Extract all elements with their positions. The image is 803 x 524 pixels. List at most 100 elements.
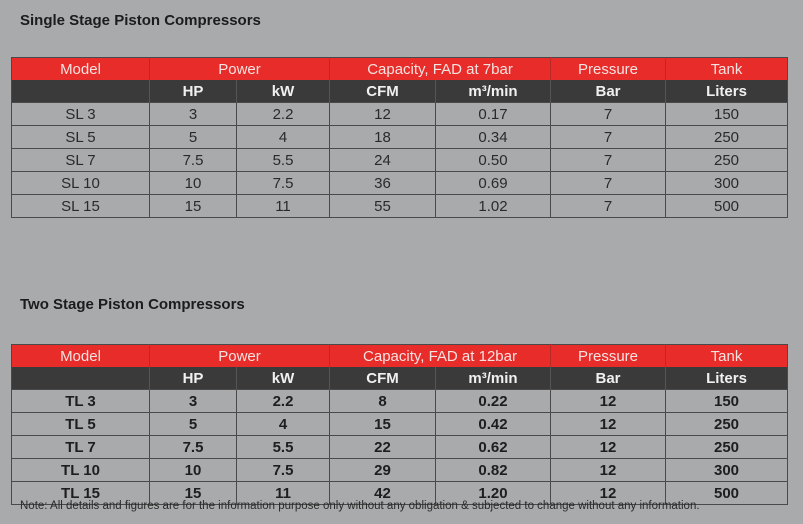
- cell-model: TL 15: [11, 481, 150, 505]
- subheader-liters: Liters: [665, 80, 788, 103]
- cell-m3min: 0.69: [435, 171, 551, 195]
- header-pressure: Pressure: [550, 344, 666, 367]
- table-row: TL 3 3 2.2 8 0.22 12 150: [11, 389, 788, 413]
- cell-model: SL 15: [11, 194, 150, 218]
- table-row: SL 5 5 4 18 0.34 7 250: [11, 125, 788, 149]
- cell-bar: 7: [550, 102, 666, 126]
- cell-liters: 150: [665, 102, 788, 126]
- cell-hp: 7.5: [149, 435, 237, 459]
- cell-model: SL 10: [11, 171, 150, 195]
- header-power: Power: [149, 344, 330, 367]
- cell-m3min: 1.02: [435, 194, 551, 218]
- cell-cfm: 55: [329, 194, 436, 218]
- table-row: TL 10 10 7.5 29 0.82 12 300: [11, 458, 788, 482]
- cell-model: TL 10: [11, 458, 150, 482]
- header-row-sub: HP kW CFM m³/min Bar Liters: [11, 367, 788, 390]
- header-tank: Tank: [665, 344, 788, 367]
- cell-model: TL 5: [11, 412, 150, 436]
- cell-cfm: 24: [329, 148, 436, 172]
- cell-m3min: 0.62: [435, 435, 551, 459]
- subheader-model: [11, 80, 150, 103]
- cell-kw: 7.5: [236, 171, 330, 195]
- subheader-bar: Bar: [550, 367, 666, 390]
- subheader-cfm: CFM: [329, 80, 436, 103]
- subheader-kw: kW: [236, 367, 330, 390]
- header-tank: Tank: [665, 57, 788, 80]
- cell-kw: 5.5: [236, 148, 330, 172]
- header-capacity: Capacity, FAD at 7bar: [329, 57, 551, 80]
- cell-model: SL 3: [11, 102, 150, 126]
- cell-model: TL 3: [11, 389, 150, 413]
- cell-hp: 15: [149, 194, 237, 218]
- table-row: SL 15 15 11 55 1.02 7 500: [11, 194, 788, 218]
- cell-bar: 7: [550, 148, 666, 172]
- cell-liters: 300: [665, 171, 788, 195]
- cell-hp: 3: [149, 389, 237, 413]
- two-stage-title: Two Stage Piston Compressors: [20, 296, 245, 313]
- table-row: SL 7 7.5 5.5 24 0.50 7 250: [11, 148, 788, 172]
- cell-liters: 300: [665, 458, 788, 482]
- header-model: Model: [11, 57, 150, 80]
- cell-kw: 4: [236, 412, 330, 436]
- subheader-kw: kW: [236, 80, 330, 103]
- cell-cfm: 18: [329, 125, 436, 149]
- cell-bar: 7: [550, 171, 666, 195]
- subheader-m3min: m³/min: [435, 367, 551, 390]
- cell-hp: 10: [149, 458, 237, 482]
- single-stage-table: Model Power Capacity, FAD at 7bar Pressu…: [11, 57, 788, 218]
- cell-bar: 12: [550, 481, 666, 505]
- cell-bar: 7: [550, 194, 666, 218]
- header-power: Power: [149, 57, 330, 80]
- header-row-top: Model Power Capacity, FAD at 12bar Press…: [11, 344, 788, 367]
- header-model: Model: [11, 344, 150, 367]
- table-row: TL 7 7.5 5.5 22 0.62 12 250: [11, 435, 788, 459]
- subheader-liters: Liters: [665, 367, 788, 390]
- cell-cfm: 8: [329, 389, 436, 413]
- cell-liters: 500: [665, 194, 788, 218]
- subheader-m3min: m³/min: [435, 80, 551, 103]
- subheader-bar: Bar: [550, 80, 666, 103]
- cell-kw: 5.5: [236, 435, 330, 459]
- header-capacity: Capacity, FAD at 12bar: [329, 344, 551, 367]
- cell-cfm: 42: [329, 481, 436, 505]
- cell-kw: 11: [236, 194, 330, 218]
- cell-bar: 12: [550, 458, 666, 482]
- table-row: SL 3 3 2.2 12 0.17 7 150: [11, 102, 788, 126]
- header-row-sub: HP kW CFM m³/min Bar Liters: [11, 80, 788, 103]
- subheader-model: [11, 367, 150, 390]
- cell-kw: 2.2: [236, 389, 330, 413]
- cell-m3min: 0.82: [435, 458, 551, 482]
- cell-hp: 5: [149, 125, 237, 149]
- cell-hp: 7.5: [149, 148, 237, 172]
- subheader-hp: HP: [149, 367, 237, 390]
- cell-kw: 2.2: [236, 102, 330, 126]
- header-row-top: Model Power Capacity, FAD at 7bar Pressu…: [11, 57, 788, 80]
- cell-m3min: 1.20: [435, 481, 551, 505]
- cell-cfm: 29: [329, 458, 436, 482]
- cell-m3min: 0.22: [435, 389, 551, 413]
- cell-liters: 250: [665, 148, 788, 172]
- cell-kw: 7.5: [236, 458, 330, 482]
- cell-m3min: 0.50: [435, 148, 551, 172]
- cell-m3min: 0.42: [435, 412, 551, 436]
- cell-model: SL 7: [11, 148, 150, 172]
- two-stage-table: Model Power Capacity, FAD at 12bar Press…: [11, 344, 788, 505]
- cell-liters: 250: [665, 125, 788, 149]
- cell-bar: 12: [550, 435, 666, 459]
- cell-m3min: 0.34: [435, 125, 551, 149]
- subheader-hp: HP: [149, 80, 237, 103]
- cell-model: TL 7: [11, 435, 150, 459]
- cell-liters: 250: [665, 412, 788, 436]
- cell-liters: 500: [665, 481, 788, 505]
- table-row: TL 5 5 4 15 0.42 12 250: [11, 412, 788, 436]
- single-stage-title: Single Stage Piston Compressors: [20, 12, 261, 29]
- cell-cfm: 22: [329, 435, 436, 459]
- cell-hp: 5: [149, 412, 237, 436]
- cell-cfm: 36: [329, 171, 436, 195]
- cell-liters: 250: [665, 435, 788, 459]
- cell-cfm: 15: [329, 412, 436, 436]
- cell-bar: 12: [550, 389, 666, 413]
- cell-liters: 150: [665, 389, 788, 413]
- header-pressure: Pressure: [550, 57, 666, 80]
- cell-hp: 3: [149, 102, 237, 126]
